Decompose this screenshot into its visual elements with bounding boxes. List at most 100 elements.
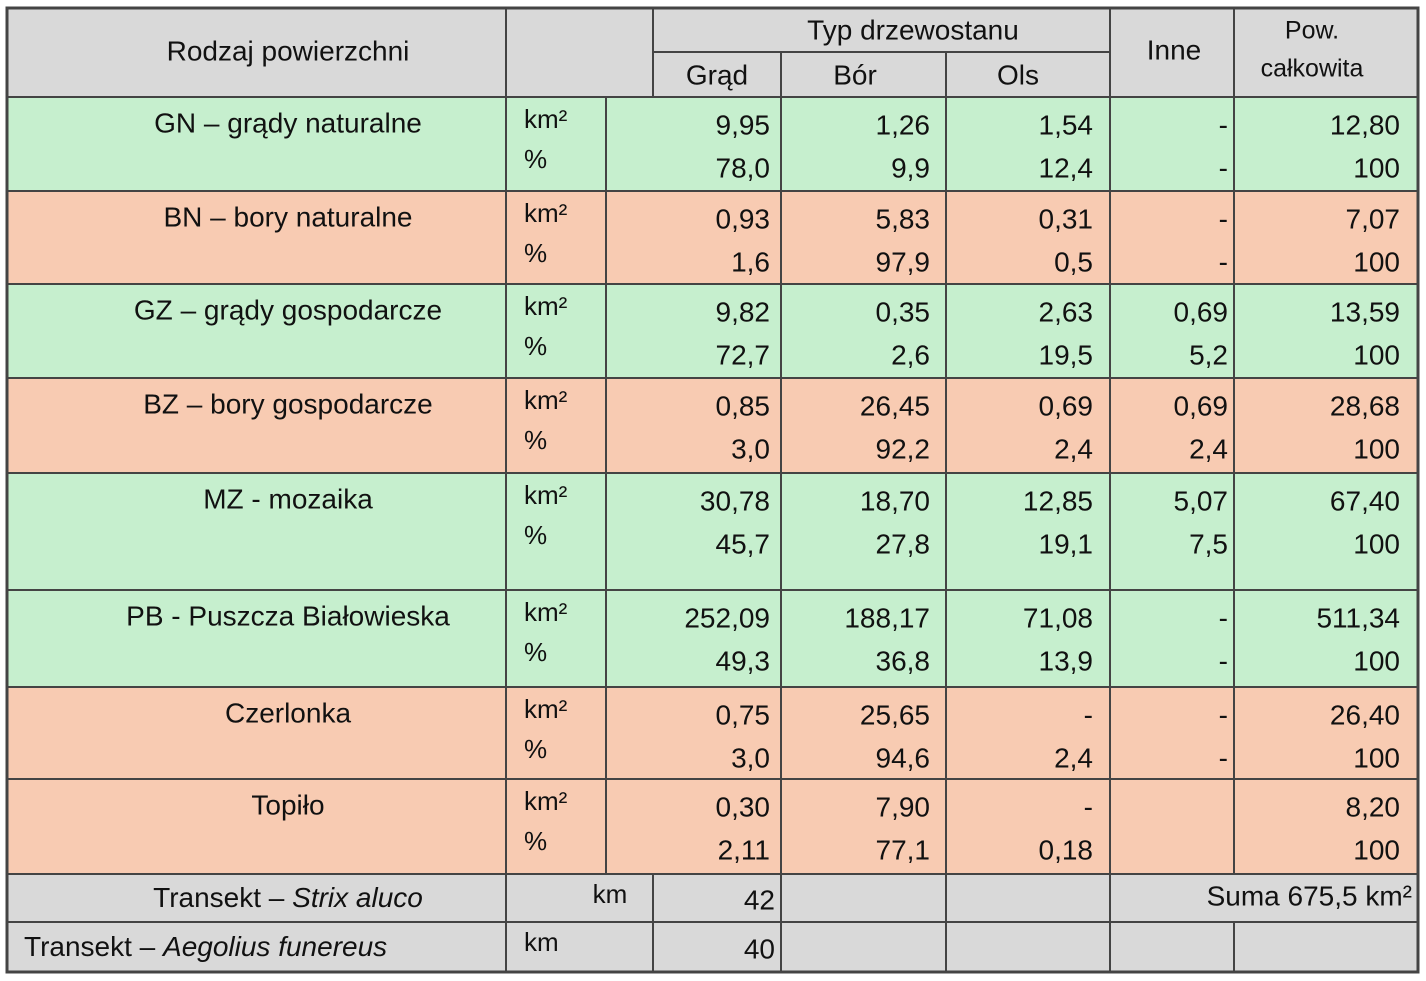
cell-value: 0,5 — [1054, 246, 1093, 277]
row-bg — [7, 191, 1418, 284]
sum: Suma 675,5 km² — [1207, 880, 1412, 911]
cell-value: 72,7 — [716, 339, 771, 370]
cell-value: 78,0 — [716, 152, 771, 183]
row-name: BN – bory naturalne — [163, 201, 412, 232]
cell-value: - — [1219, 203, 1228, 234]
cell-value: 94,6 — [876, 742, 931, 773]
cell-value: 36,8 — [876, 645, 931, 676]
cell-value: 13,9 — [1039, 645, 1094, 676]
transect-text: Transekt – — [24, 931, 163, 962]
cell-value: 67,40 — [1330, 485, 1400, 516]
cell-value: 100 — [1353, 433, 1400, 464]
cell-value: 26,45 — [860, 390, 930, 421]
cell-value: 27,8 — [876, 528, 931, 559]
header-cell: Pow. — [1285, 17, 1339, 45]
cell-value: 188,17 — [844, 602, 930, 633]
cell-value: 92,2 — [876, 433, 931, 464]
unit: km — [524, 927, 559, 957]
row-name: PB - Puszcza Białowieska — [126, 600, 450, 631]
cell-value: 49,3 — [716, 645, 771, 676]
cell-value: 511,34 — [1316, 602, 1400, 633]
cell-value: 40 — [744, 933, 775, 964]
cell-value: 9,9 — [891, 152, 930, 183]
cell-value: 0,69 — [1174, 390, 1229, 421]
unit: km² — [524, 385, 568, 415]
cell-value: 252,09 — [684, 602, 770, 633]
cell-value: - — [1219, 645, 1228, 676]
row-bg — [7, 779, 1418, 874]
cell-value: - — [1219, 109, 1228, 140]
header-cell: Grąd — [686, 59, 748, 90]
cell-value: 25,65 — [860, 699, 930, 730]
unit: km² — [524, 480, 568, 510]
cell-value: - — [1219, 699, 1228, 730]
unit: km² — [524, 786, 568, 816]
cell-value: 5,2 — [1189, 339, 1228, 370]
row-name: Czerlonka — [225, 697, 351, 728]
unit: % — [524, 520, 547, 550]
cell-value: 0,93 — [716, 203, 771, 234]
cell-value: 19,5 — [1039, 339, 1094, 370]
cell-value: 8,20 — [1346, 791, 1401, 822]
cell-value: 12,85 — [1023, 485, 1093, 516]
cell-value: 2,63 — [1039, 296, 1094, 327]
unit: % — [524, 425, 547, 455]
unit: km² — [524, 104, 568, 134]
unit: km² — [524, 694, 568, 724]
row-name: Topiło — [251, 789, 324, 820]
header-cell: Bór — [833, 59, 877, 90]
row-name: BZ – bory gospodarcze — [143, 388, 433, 419]
cell-value: 30,78 — [700, 485, 770, 516]
unit: % — [524, 144, 547, 174]
cell-value: - — [1219, 152, 1228, 183]
outer-border — [5, 6, 1420, 974]
row-bg — [7, 590, 1418, 687]
cell-value: 77,1 — [876, 834, 931, 865]
species: Strix aluco — [292, 882, 423, 913]
unit: % — [524, 331, 547, 361]
cell-value: 2,4 — [1189, 433, 1228, 464]
cell-value: 9,95 — [716, 109, 771, 140]
cell-value: 2,6 — [891, 339, 930, 370]
header-cell: Rodzaj powierzchni — [167, 35, 410, 66]
transect-label: Transekt – Strix aluco — [153, 882, 423, 913]
cell-value: 26,40 — [1330, 699, 1400, 730]
cell-value: 12,80 — [1330, 109, 1400, 140]
cell-value: 3,0 — [731, 742, 770, 773]
cell-value: 0,69 — [1174, 296, 1229, 327]
unit: km — [593, 879, 628, 909]
row-bg — [7, 687, 1418, 779]
cell-value: - — [1219, 602, 1228, 633]
transect-label: Transekt – Aegolius funereus — [24, 931, 387, 962]
cell-value: 3,0 — [731, 433, 770, 464]
cell-value: 7,90 — [876, 791, 931, 822]
row-bg — [7, 97, 1418, 191]
cell-value: 100 — [1353, 246, 1400, 277]
cell-value: - — [1219, 742, 1228, 773]
row-name: MZ - mozaika — [203, 483, 373, 514]
cell-value: 2,4 — [1054, 742, 1093, 773]
cell-value: 0,75 — [716, 699, 771, 730]
row-bg — [7, 473, 1418, 590]
cell-value: 5,83 — [876, 203, 931, 234]
cell-value: 7,5 — [1189, 528, 1228, 559]
cell-value: - — [1084, 791, 1093, 822]
cell-value: - — [1084, 699, 1093, 730]
cell-value: 1,54 — [1039, 109, 1094, 140]
cell-value: 71,08 — [1023, 602, 1093, 633]
cell-value: 2,4 — [1054, 433, 1093, 464]
cell-value: 0,18 — [1039, 834, 1094, 865]
row-name: GN – grądy naturalne — [154, 107, 422, 138]
unit: % — [524, 637, 547, 667]
cell-value: 1,26 — [876, 109, 931, 140]
header-cell: Ols — [997, 59, 1039, 90]
cell-value: 45,7 — [716, 528, 771, 559]
cell-value: 18,70 — [860, 485, 930, 516]
cell-value: - — [1219, 246, 1228, 277]
species: Aegolius funereus — [161, 931, 387, 962]
cell-value: 28,68 — [1330, 390, 1400, 421]
cell-value: 100 — [1353, 339, 1400, 370]
header-cell: Typ drzewostanu — [807, 14, 1019, 45]
cell-value: 0,69 — [1039, 390, 1094, 421]
